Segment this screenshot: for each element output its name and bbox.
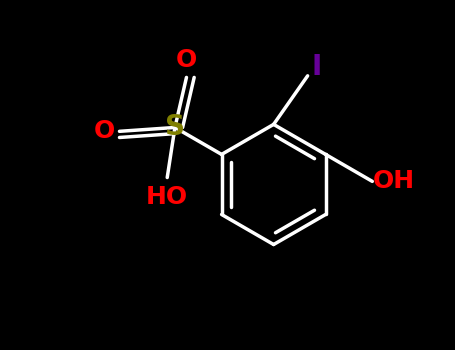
Text: O: O (93, 119, 115, 143)
Text: I: I (312, 52, 322, 80)
Text: O: O (176, 49, 197, 72)
Text: HO: HO (146, 185, 188, 209)
Text: OH: OH (373, 169, 415, 193)
Text: S: S (165, 113, 185, 141)
